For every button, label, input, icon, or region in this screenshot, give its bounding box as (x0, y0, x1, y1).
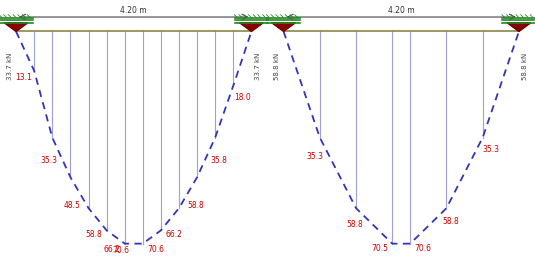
Text: 13.1: 13.1 (15, 73, 32, 82)
Text: 48.5: 48.5 (64, 201, 80, 210)
Text: 58.8: 58.8 (187, 201, 204, 210)
Text: 35.3: 35.3 (483, 145, 500, 154)
Text: 70.5: 70.5 (371, 244, 388, 253)
Text: 33.7 kN: 33.7 kN (255, 52, 261, 80)
Text: 58.8 kN: 58.8 kN (522, 52, 529, 80)
Polygon shape (272, 23, 295, 31)
Text: 70.6: 70.6 (147, 244, 164, 254)
Text: 58.8: 58.8 (347, 220, 363, 229)
Text: 35.3: 35.3 (306, 152, 323, 161)
Polygon shape (507, 23, 531, 31)
Text: 33.7 kN: 33.7 kN (6, 52, 13, 80)
Text: 35.8: 35.8 (211, 156, 227, 165)
Polygon shape (4, 23, 28, 31)
Text: 35.3: 35.3 (40, 156, 57, 165)
Text: 58.8: 58.8 (85, 230, 102, 239)
Text: 70.6: 70.6 (112, 246, 129, 255)
Text: 58.8 kN: 58.8 kN (274, 52, 280, 80)
Text: 18.0: 18.0 (234, 93, 251, 102)
Text: 4.20 m: 4.20 m (388, 6, 415, 15)
Text: 58.8: 58.8 (443, 216, 460, 226)
Text: 70.6: 70.6 (415, 244, 432, 253)
Text: 66.2: 66.2 (104, 244, 120, 254)
Text: 4.20 m: 4.20 m (120, 6, 147, 15)
Polygon shape (240, 23, 263, 31)
Text: 66.2: 66.2 (166, 230, 183, 239)
